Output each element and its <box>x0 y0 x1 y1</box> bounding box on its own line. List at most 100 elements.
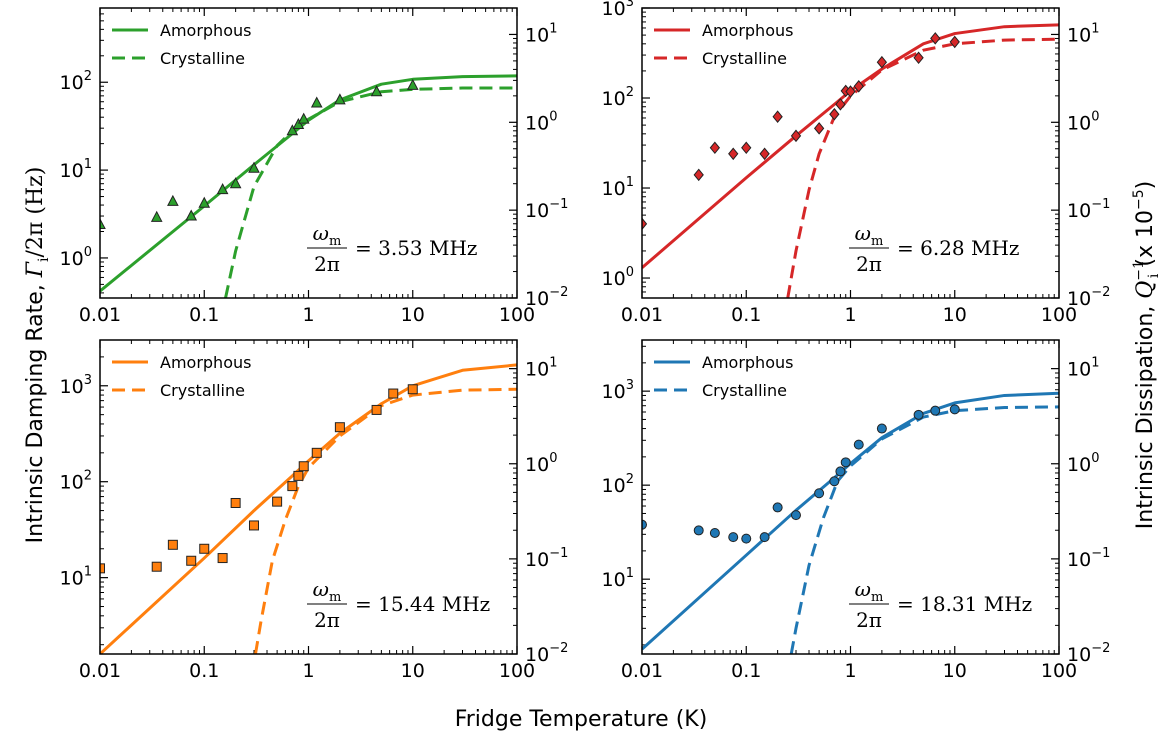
data-point <box>728 147 739 161</box>
annotation-denominator: 2π <box>856 608 882 632</box>
data-point <box>287 481 298 492</box>
x-tick-label: 10 <box>943 304 967 326</box>
annotation-denominator: 2π <box>314 252 340 276</box>
right-tick-label: 100 <box>1067 451 1099 476</box>
y-axis-right-title: Intrinsic Dissipation, Q−1i (x 10−5) <box>1131 181 1162 529</box>
right-tick-label: 10−2 <box>525 641 568 666</box>
plot-area <box>100 363 517 654</box>
series-line-amorphous <box>100 363 517 654</box>
data-point <box>298 461 309 472</box>
data-point <box>198 196 211 208</box>
data-point <box>100 217 106 230</box>
annotation-value: = 3.53 MHz <box>355 236 477 260</box>
data-point <box>293 470 304 481</box>
data-point <box>853 439 864 450</box>
y-tick-label: 102 <box>60 469 92 494</box>
y-tick-label: 101 <box>602 566 634 591</box>
annotation-denominator: 2π <box>314 608 340 632</box>
right-tick-label: 10−2 <box>1067 285 1110 310</box>
data-point <box>913 51 924 65</box>
x-tick-label: 0.1 <box>189 304 219 326</box>
plot-frame <box>99 339 518 655</box>
data-point <box>930 405 941 416</box>
right-tick-label: 100 <box>1067 109 1099 134</box>
data-point <box>853 79 864 93</box>
right-tick-label: 10−1 <box>1067 197 1110 222</box>
data-point <box>949 35 960 49</box>
x-tick-label: 0.01 <box>79 304 121 326</box>
x-axis-title: Fridge Temperature (K) <box>455 707 708 732</box>
plot-frame <box>99 7 518 299</box>
data-point <box>199 543 210 554</box>
data-point <box>311 447 322 458</box>
annotation-value: = 6.28 MHz <box>897 236 1019 260</box>
right-tick-label: 101 <box>525 21 557 46</box>
frequency-annotation: ωm 2π = 3.53 MHz <box>307 221 477 276</box>
data-point <box>813 122 825 135</box>
legend-label-amorphous: Amorphous <box>160 353 251 372</box>
data-point <box>876 423 887 434</box>
data-point <box>709 527 720 538</box>
annotation-numerator: ωm <box>855 577 884 605</box>
data-point <box>371 404 382 415</box>
y-tick-label: 101 <box>60 157 92 182</box>
x-tick-label: 100 <box>1041 304 1077 326</box>
right-tick-label: 100 <box>525 109 557 134</box>
right-tick-label: 101 <box>1067 21 1099 46</box>
panel-bottom-left: 0.01 0.1 1 10 100 101 102 103 10−2 10−1 100 101 Amor… <box>60 339 568 682</box>
data-point <box>217 553 228 564</box>
data-point <box>642 217 648 231</box>
annotation-denominator: 2π <box>856 252 882 276</box>
x-tick-label: 10 <box>401 304 425 326</box>
data-point <box>772 110 783 123</box>
data-point <box>230 497 241 508</box>
right-tick-label: 10−2 <box>525 285 568 310</box>
panel-bottom-right: 0.01 0.1 1 10 100 101 102 103 10−2 10−1 100 101 Amor… <box>602 339 1110 682</box>
x-tick-label: 1 <box>302 660 314 682</box>
data-point <box>790 129 802 143</box>
legend-label-amorphous: Amorphous <box>702 353 793 372</box>
x-tick-label: 100 <box>499 660 535 682</box>
legend-label-crystalline: Crystalline <box>702 381 787 400</box>
x-tick-label: 1 <box>844 660 856 682</box>
data-point <box>186 555 197 566</box>
data-point <box>741 533 752 544</box>
legend-label-crystalline: Crystalline <box>160 381 245 400</box>
right-tick-label: 101 <box>525 356 557 381</box>
data-point <box>334 422 345 433</box>
data-point <box>741 141 752 155</box>
plot-frame <box>641 7 1060 299</box>
data-point <box>248 520 259 531</box>
legend-label-amorphous: Amorphous <box>702 21 793 40</box>
plot-frame <box>641 339 1060 655</box>
data-point <box>835 466 846 477</box>
data-point <box>693 525 704 536</box>
data-point <box>100 563 105 574</box>
data-point <box>216 183 229 195</box>
data-point <box>840 457 851 468</box>
data-point <box>334 93 346 105</box>
plot-area <box>100 74 517 298</box>
right-tick-label: 101 <box>1067 356 1099 381</box>
legend-label-crystalline: Crystalline <box>702 49 787 68</box>
right-tick-label: 10−1 <box>1067 546 1110 571</box>
data-point <box>167 539 178 550</box>
right-tick-label: 10−2 <box>1067 641 1110 666</box>
data-point <box>949 404 960 415</box>
x-tick-label: 100 <box>499 304 535 326</box>
data-point <box>151 561 162 572</box>
right-tick-label: 10−1 <box>525 197 568 222</box>
x-tick-label: 100 <box>1041 660 1077 682</box>
x-tick-label: 0.01 <box>621 660 663 682</box>
annotation-numerator: ωm <box>313 577 342 605</box>
annotation-numerator: ωm <box>313 221 342 249</box>
right-tick-label: 10−1 <box>525 546 568 571</box>
x-tick-label: 0.1 <box>731 660 761 682</box>
data-point <box>913 409 924 420</box>
data-point <box>790 510 801 521</box>
frequency-annotation: ωm 2π = 18.31 MHz <box>849 577 1032 632</box>
x-tick-label: 0.1 <box>731 304 761 326</box>
data-point <box>150 210 163 222</box>
frequency-annotation: ωm 2π = 15.44 MHz <box>307 577 490 632</box>
data-point <box>407 384 418 395</box>
